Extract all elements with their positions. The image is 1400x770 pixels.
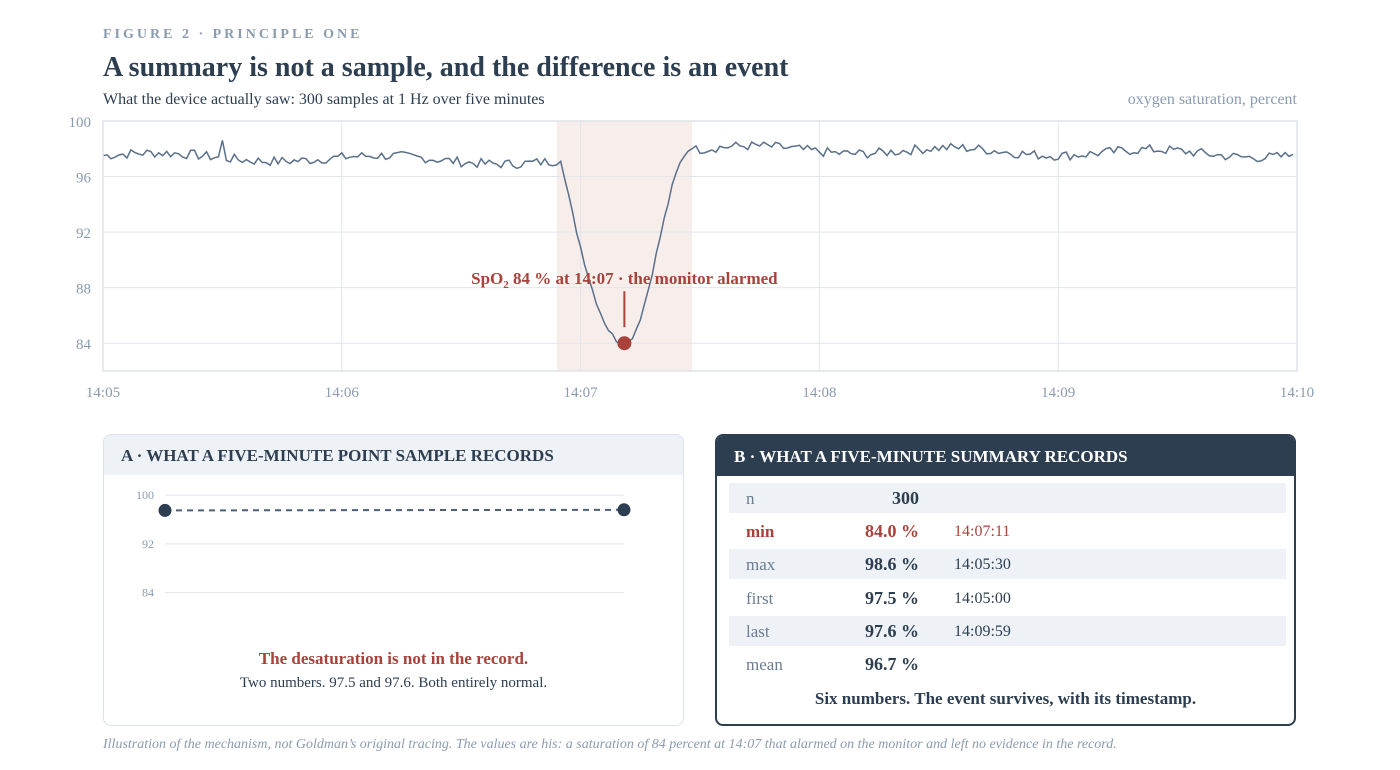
chart-subtitle: What the device actually saw: 300 sample…: [103, 91, 545, 108]
point-sample-dashed-line: [164, 508, 625, 512]
stat-row-n: n 300: [729, 483, 1286, 513]
panel-a-title: A · WHAT A FIVE-MINUTE POINT SAMPLE RECO…: [104, 435, 683, 475]
stat-value: 97.5 %: [865, 587, 919, 608]
stat-value: 97.6 %: [865, 620, 919, 641]
annotation-label-post: 84 % at 14:07 · the monitor alarmed: [509, 269, 778, 288]
panel-b-note: Six numbers. The event survives, with it…: [814, 689, 1197, 708]
stat-key: n: [746, 489, 755, 508]
x-tick-label: 14:06: [325, 385, 360, 401]
panel-a-warning: The desaturation is not in the record.: [258, 649, 529, 668]
panel-a-note: Two numbers. 97.5 and 97.6. Both entirel…: [239, 675, 548, 691]
stat-value: 84.0 %: [865, 521, 919, 542]
stat-key: mean: [746, 654, 783, 674]
figure-title: A summary is not a sample, and the diffe…: [103, 52, 789, 83]
last-sample-marker: [617, 503, 631, 517]
stat-key: first: [746, 588, 774, 608]
stat-row-max: max 98.6 % 14:05:30: [729, 549, 1286, 580]
stat-time: 14:09:59: [954, 622, 1011, 640]
mini-y-tick-label: 92: [142, 537, 154, 551]
x-tick-label: 14:08: [802, 385, 836, 401]
mini-grid: 100 92 84: [136, 488, 624, 600]
annotation-label-sub: 2: [503, 279, 509, 291]
plot-frame: [102, 120, 1298, 372]
stat-row-mean: mean 96.7 %: [729, 649, 1286, 679]
min-point-marker: [617, 336, 632, 351]
y-tick-label: 100: [69, 115, 92, 131]
highlight-band: [556, 121, 693, 371]
y-tick-label: 84: [76, 337, 92, 353]
y-tick-label: 96: [76, 171, 92, 187]
spo2-series-line: [102, 140, 1294, 346]
y-tick-label: 88: [76, 282, 91, 298]
summary-stats-table: n 300 min 84.0 % 14:07:11 max 98.6 % 14:…: [729, 483, 1286, 682]
stat-row-last: last 97.6 % 14:09:59: [729, 615, 1286, 646]
stat-time: 14:07:11: [954, 523, 1011, 541]
figure-kicker: FIGURE 2 · PRINCIPLE ONE: [103, 27, 363, 42]
x-tick-label: 14:09: [1041, 385, 1075, 401]
stat-key: max: [746, 555, 776, 575]
stat-time: 14:05:00: [954, 589, 1011, 607]
panel-point-sample: A · WHAT A FIVE-MINUTE POINT SAMPLE RECO…: [103, 434, 684, 726]
stat-row-min: min 84.0 % 14:07:11: [729, 516, 1286, 546]
stat-value: 96.7 %: [865, 653, 919, 674]
x-tick-label: 14:05: [86, 385, 120, 401]
y-unit-label: oxygen saturation, percent: [1127, 91, 1297, 108]
main-y-ticks: 100 96 92 88 84: [69, 115, 92, 353]
x-tick-label: 14:10: [1280, 385, 1314, 401]
first-sample-marker: [158, 503, 172, 517]
stat-key: last: [746, 621, 770, 641]
mini-y-tick-label: 100: [136, 488, 154, 502]
stat-key: min: [746, 522, 775, 542]
stat-value: 300: [892, 488, 919, 508]
panel-summary: B · WHAT A FIVE-MINUTE SUMMARY RECORDS n…: [715, 434, 1296, 726]
point-sample-chart: 100 92 84: [136, 488, 631, 600]
main-x-ticks: 14:05 14:06 14:07 14:08 14:09 14:10: [86, 385, 1314, 401]
x-tick-label: 14:07: [564, 385, 599, 401]
mini-y-tick-label: 84: [142, 586, 154, 600]
annotation-label-pre: SpO: [471, 269, 503, 288]
stat-time: 14:05:30: [954, 556, 1011, 574]
annotation-label: SpO2 84 % at 14:07 · the monitor alarmed: [471, 269, 778, 291]
panel-b-title: B · WHAT A FIVE-MINUTE SUMMARY RECORDS: [717, 436, 1294, 476]
stat-value: 98.6 %: [865, 554, 919, 575]
figure-caption: Illustration of the mechanism, not Goldm…: [103, 737, 1117, 752]
stat-row-first: first 97.5 % 14:05:00: [729, 583, 1286, 613]
y-tick-label: 92: [76, 226, 91, 242]
